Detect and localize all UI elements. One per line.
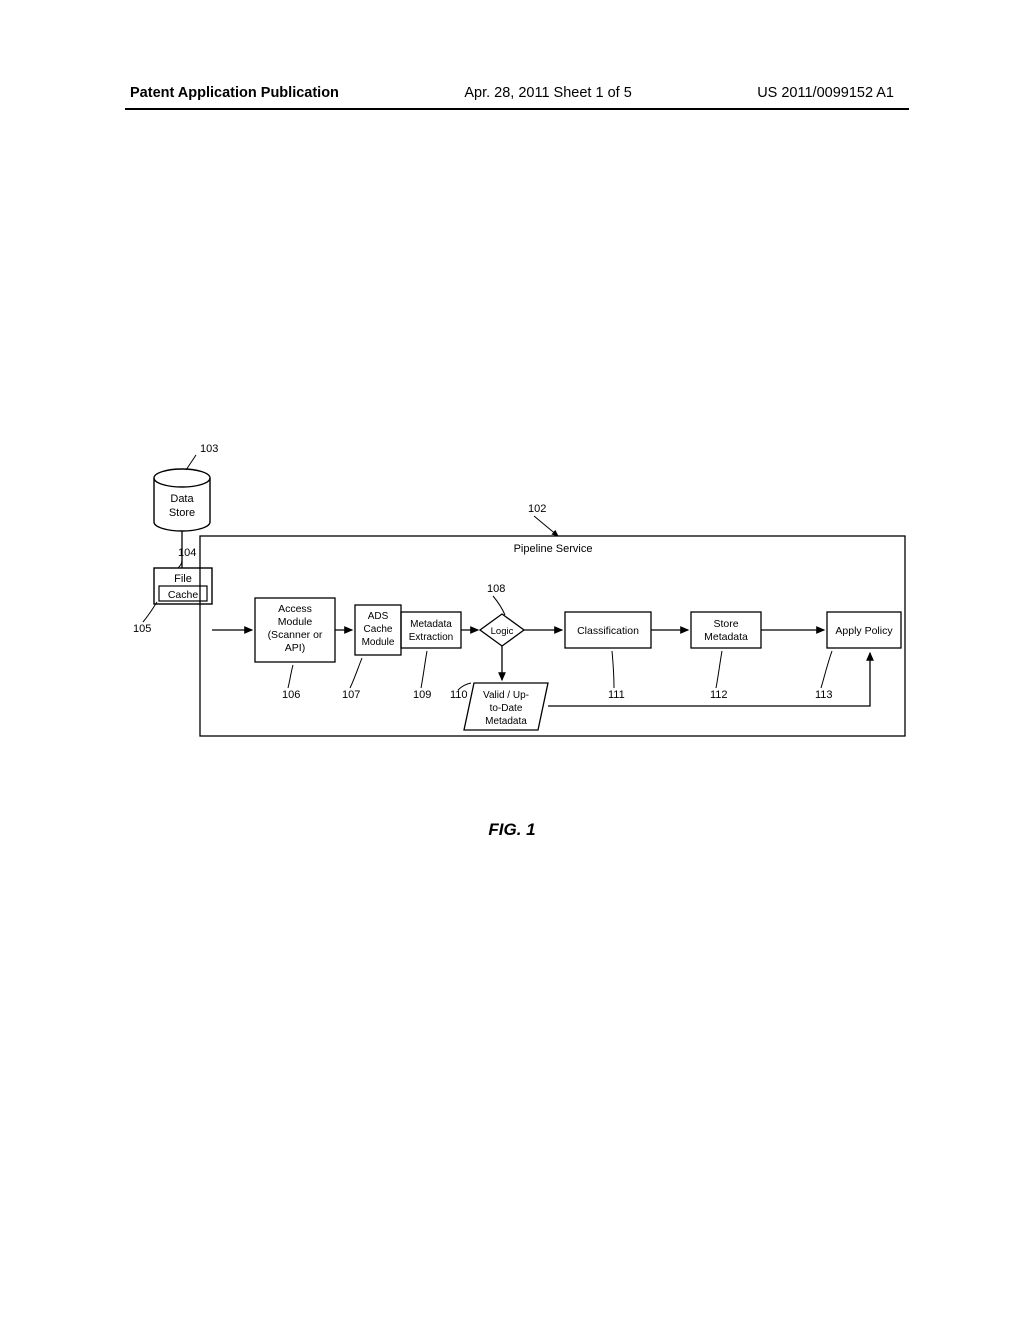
svg-text:Data: Data	[170, 493, 194, 505]
ref-108: 108	[487, 583, 505, 595]
ref-107: 107	[342, 689, 360, 701]
svg-text:(Scanner or: (Scanner or	[268, 629, 323, 641]
ref-113: 113	[815, 689, 833, 701]
svg-text:Metadata: Metadata	[410, 619, 452, 630]
pipeline-title: Pipeline Service	[514, 543, 593, 555]
svg-text:Logic: Logic	[491, 626, 514, 637]
svg-text:Store: Store	[713, 618, 738, 630]
ref-109: 109	[413, 689, 431, 701]
logic-decision: Logic	[480, 614, 524, 646]
svg-text:Metadata: Metadata	[485, 716, 527, 727]
classification-box: Classification	[565, 612, 651, 648]
svg-text:Extraction: Extraction	[409, 632, 453, 643]
ref-103: 103	[200, 443, 218, 455]
valid-metadata-box: Valid / Up- to-Date Metadata	[464, 683, 548, 730]
file-shape: File Cache	[154, 568, 212, 604]
svg-text:ADS: ADS	[368, 611, 389, 622]
figure-label: FIG. 1	[0, 820, 1024, 840]
ref-105: 105	[133, 623, 151, 635]
ref-110: 110	[450, 689, 468, 701]
svg-text:Module: Module	[362, 637, 395, 648]
ads-cache-box: ADS Cache Module	[355, 605, 401, 655]
svg-text:API): API)	[285, 642, 305, 654]
svg-text:Access: Access	[278, 603, 312, 615]
svg-text:Store: Store	[169, 507, 195, 519]
ref-106: 106	[282, 689, 300, 701]
svg-text:Cache: Cache	[364, 624, 393, 635]
svg-text:Cache: Cache	[168, 589, 199, 601]
header-left: Patent Application Publication	[130, 85, 339, 101]
header-center: Apr. 28, 2011 Sheet 1 of 5	[464, 85, 631, 101]
metadata-extraction-box: Metadata Extraction	[401, 612, 461, 648]
ref-102: 102	[528, 503, 546, 515]
figure-1-diagram: Data Store 103 File Cache 104 105 Pipeli…	[130, 440, 910, 790]
page-header: Patent Application Publication Apr. 28, …	[0, 85, 1024, 101]
svg-text:Classification: Classification	[577, 625, 639, 637]
ref-111: 111	[608, 689, 625, 701]
svg-text:Valid / Up-: Valid / Up-	[483, 690, 529, 701]
access-module-box: Access Module (Scanner or API)	[255, 598, 335, 662]
svg-text:File: File	[174, 573, 192, 585]
svg-text:Module: Module	[278, 616, 313, 628]
apply-policy-box: Apply Policy	[827, 612, 901, 648]
svg-text:Apply Policy: Apply Policy	[835, 625, 893, 637]
ref-112: 112	[710, 689, 728, 701]
store-metadata-box: Store Metadata	[691, 612, 761, 648]
ref-104: 104	[178, 547, 196, 559]
header-right: US 2011/0099152 A1	[757, 85, 894, 101]
svg-text:Metadata: Metadata	[704, 631, 748, 643]
data-store-shape: Data Store	[154, 469, 210, 531]
header-rule	[125, 108, 909, 110]
svg-text:to-Date: to-Date	[490, 703, 523, 714]
